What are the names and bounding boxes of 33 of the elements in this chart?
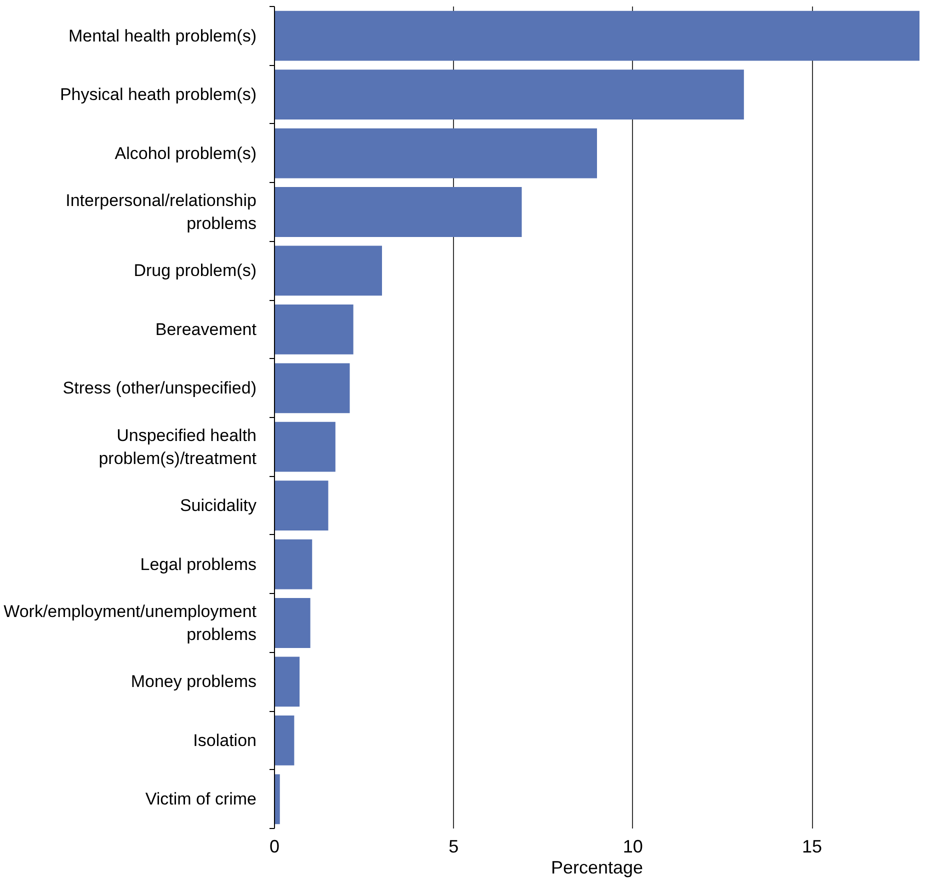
bar (274, 187, 522, 237)
bar (274, 70, 744, 120)
bar (274, 715, 294, 766)
y-tick-label: Legal problems (140, 554, 257, 574)
bar (274, 128, 597, 178)
y-tick-label: Alcohol problem(s) (114, 144, 257, 163)
y-tick-label: Money problems (130, 672, 257, 692)
bar (274, 246, 382, 296)
bar (274, 304, 354, 354)
x-axis-title: Percentage (550, 858, 644, 878)
y-tick-label: Isolation (193, 730, 257, 750)
x-tick-label: 5 (448, 836, 459, 856)
x-tick-label: 0 (269, 836, 280, 856)
x-tick-label: 10 (622, 836, 643, 856)
bar (274, 10, 920, 61)
bar (274, 598, 310, 648)
y-tick-label: Stress (other/unspecified) (62, 378, 257, 398)
bar (274, 363, 350, 414)
y-tick-label: Unspecified health problem(s)/treatment (98, 426, 257, 468)
y-tick-label: Victim of crime (145, 790, 257, 809)
bar (274, 656, 300, 707)
y-tick-label: Mental health problem(s) (68, 26, 256, 46)
y-tick-label: Work/employment/unemployment problems (4, 602, 257, 644)
y-tick-label: Bereavement (155, 320, 257, 339)
y-tick-label: Physical heath problem(s) (60, 85, 256, 104)
bar (274, 480, 328, 531)
bar (274, 774, 280, 824)
y-tick-label: Drug problem(s) (134, 261, 256, 280)
bar (274, 422, 336, 472)
y-tick-label: Interpersonal/relationship problems (66, 191, 257, 233)
y-tick-label: Suicidality (180, 496, 257, 516)
bar (274, 539, 312, 590)
x-tick-label: 15 (802, 836, 822, 856)
